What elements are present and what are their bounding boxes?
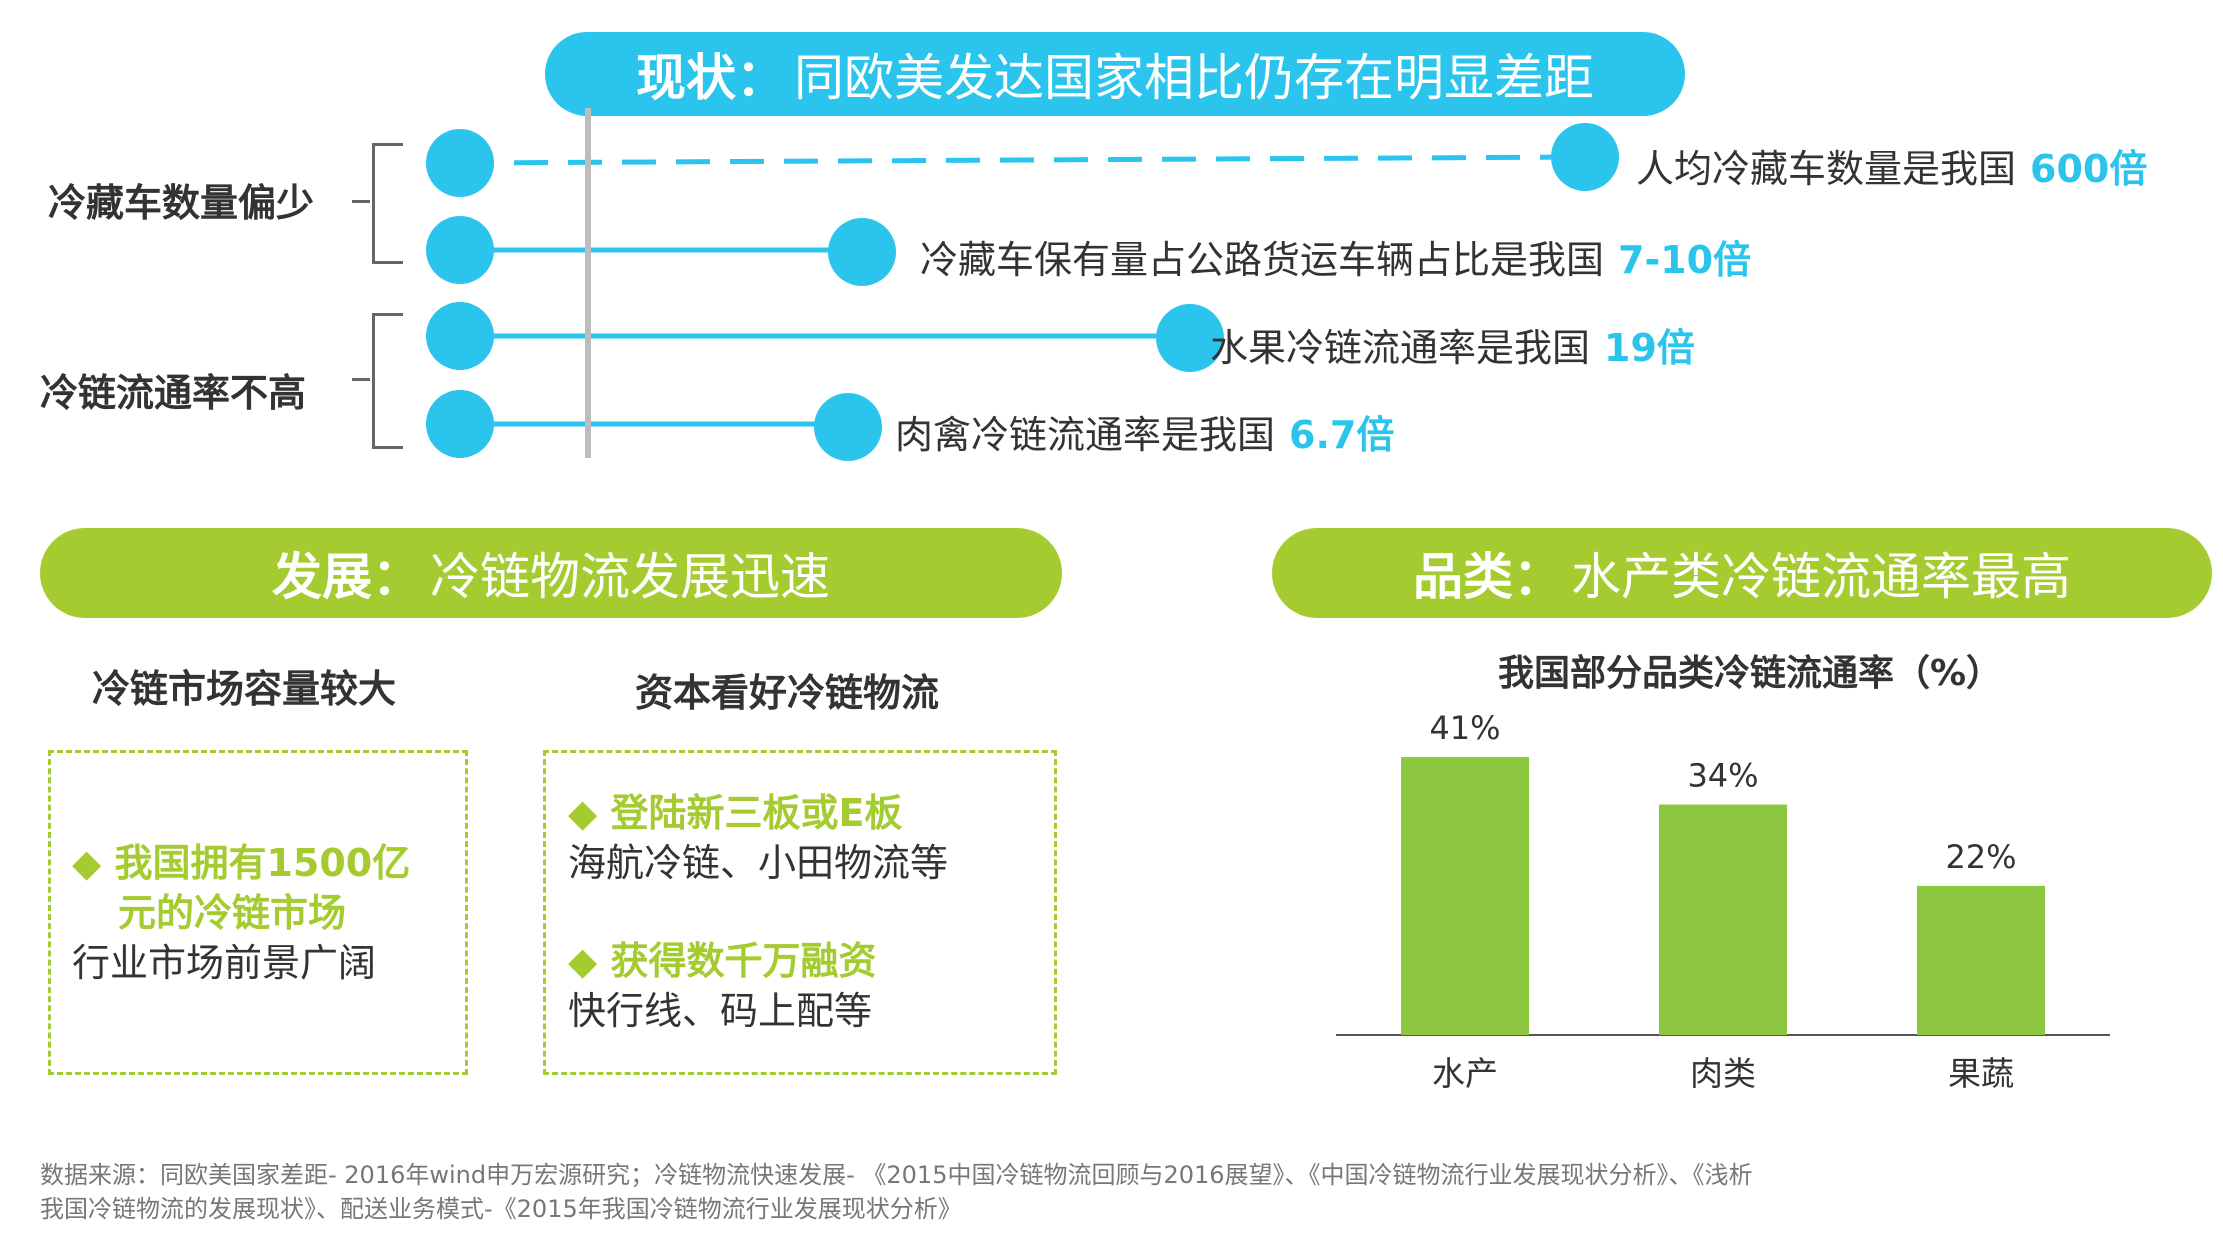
- row-text-4-value: 6.7倍: [1289, 413, 1395, 457]
- market-text: 行业市场前景广阔: [72, 941, 377, 985]
- bracket-tick-circulation: [352, 378, 370, 381]
- row-start-dot-4: [426, 390, 494, 458]
- capital-bullet-2: ◆ 获得数千万融资: [568, 939, 877, 983]
- row-text-1-value: 600倍: [2030, 147, 2148, 191]
- capital-bullet-1: ◆ 登陆新三板或E板: [568, 791, 903, 835]
- development-banner: 发展： 冷链物流发展迅速: [40, 528, 1062, 618]
- row-text-2: 冷藏车保有量占公路货运车辆占比是我国 7-10倍: [920, 229, 1751, 284]
- row-text-3-label: 水果冷链流通率是我国: [1210, 326, 1591, 370]
- source-footer-line2: 我国冷链物流的发展现状》、配送业务模式-《2015年我国冷链物流行业发展现状分析…: [40, 1195, 962, 1223]
- group-label-reefer: 冷藏车数量偏少: [48, 181, 315, 225]
- row-text-3-value: 19倍: [1604, 326, 1695, 370]
- chart-title: 我国部分品类冷链流通率（%）: [1498, 653, 2002, 694]
- capital-text-2: 快行线、码上配等: [568, 989, 873, 1033]
- bar-value-label: 41%: [1429, 709, 1500, 747]
- category-tick-label: 肉类: [1690, 1054, 1756, 1093]
- row-text-4: 肉禽冷链流通率是我国 6.7倍: [895, 404, 1394, 459]
- status-banner: 现状： 同欧美发达国家相比仍存在明显差距: [545, 32, 1685, 116]
- bracket-tick-reefer: [352, 200, 370, 203]
- row-start-dot-1: [426, 129, 494, 197]
- category-tick-label: 果蔬: [1948, 1054, 2014, 1093]
- row-text-3: 水果冷链流通率是我国 19倍: [1210, 317, 1695, 372]
- status-banner-bold: 现状：: [636, 49, 786, 107]
- row-text-1-label: 人均冷藏车数量是我国: [1636, 147, 2017, 191]
- bar-肉类: [1659, 804, 1787, 1035]
- bar-value-label: 22%: [1945, 838, 2016, 876]
- category-banner-bold: 品类：: [1413, 548, 1563, 606]
- category-banner: 品类： 水产类冷链流通率最高: [1272, 528, 2212, 618]
- row-end-dot-4: [814, 393, 882, 461]
- status-banner-text: 同欧美发达国家相比仍存在明显差距: [794, 49, 1594, 107]
- market-heading: 冷链市场容量较大: [92, 667, 397, 711]
- bar-value-label: 34%: [1687, 757, 1758, 795]
- capital-box-content: ◆ 登陆新三板或E板 海航冷链、小田物流等 ◆ 获得数千万融资 快行线、码上配等: [568, 788, 948, 1036]
- row-start-dot-2: [426, 216, 494, 284]
- market-bullet-line1: ◆ 我国拥有1500亿: [72, 841, 411, 885]
- bracket-circulation: [372, 313, 403, 449]
- category-tick-label: 水产: [1432, 1054, 1498, 1093]
- row-end-dot-2: [828, 218, 896, 286]
- capital-box: [543, 750, 1057, 1075]
- capital-heading: 资本看好冷链物流: [635, 671, 940, 715]
- source-footer-line1: 数据来源：同欧美国家差距- 2016年wind申万宏源研究；冷链物流快速发展- …: [40, 1161, 1753, 1189]
- development-banner-bold: 发展：: [272, 548, 422, 606]
- row-text-2-label: 冷藏车保有量占公路货运车辆占比是我国: [920, 238, 1605, 282]
- row-text-2-value: 7-10倍: [1618, 238, 1752, 282]
- group-label-circulation: 冷链流通率不高: [40, 371, 307, 415]
- development-banner-text: 冷链物流发展迅速: [430, 548, 830, 606]
- row-line-1: [459, 154, 1586, 166]
- bar-果蔬: [1917, 885, 2045, 1035]
- row-start-dot-3: [426, 302, 494, 370]
- row-text-1: 人均冷藏车数量是我国 600倍: [1636, 138, 2147, 193]
- row-text-4-label: 肉禽冷链流通率是我国: [895, 413, 1276, 457]
- source-footer: 数据来源：同欧美国家差距- 2016年wind申万宏源研究；冷链物流快速发展- …: [40, 1158, 2190, 1226]
- category-banner-text: 水产类冷链流通率最高: [1571, 548, 2071, 606]
- capital-text-1: 海航冷链、小田物流等: [568, 841, 949, 885]
- row-end-dot-1: [1551, 123, 1619, 191]
- status-lines: [426, 108, 1619, 461]
- market-box: [48, 750, 468, 1075]
- bracket-reefer: [372, 143, 403, 264]
- market-bullet-line2: 元的冷链市场: [118, 891, 347, 935]
- row-end-dot-3: [1156, 304, 1224, 372]
- category-chart: 我国部分品类冷链流通率（%） 41% 水产 34% 肉类 22% 果蔬: [1336, 653, 2110, 1093]
- market-box-content: ◆ 我国拥有1500亿 元的冷链市场 行业市场前景广阔: [72, 838, 410, 988]
- bar-水产: [1401, 757, 1529, 1035]
